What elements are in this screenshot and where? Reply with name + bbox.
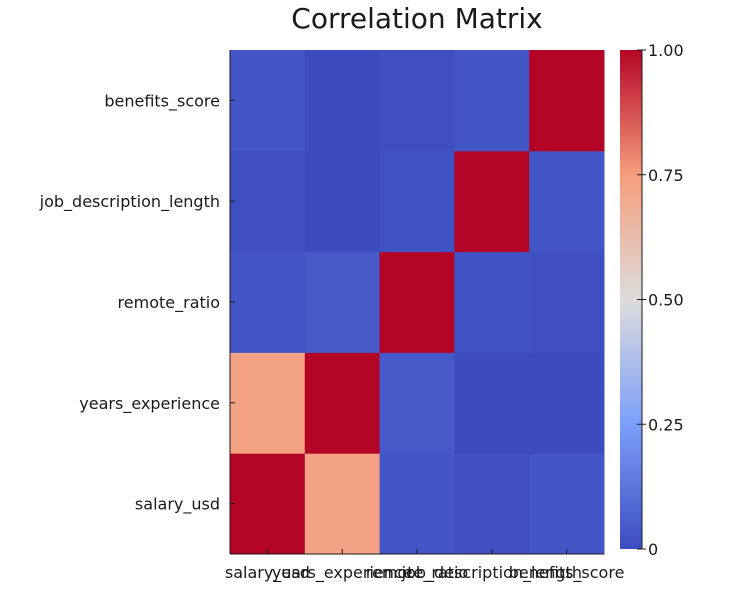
colorbar-tick-label: 0.25 [648,415,684,434]
heatmap-cells [230,50,605,555]
heatmap-cell-remote_ratio-years_experience [304,251,381,353]
x-tick-labels: salary_usdyears_experienceremote_ratiojo… [225,563,625,583]
heatmap-cell-years_experience-job_description_length [454,352,530,454]
chart-title: Correlation Matrix [291,2,542,35]
heatmap-cell-benefits_score-years_experience [304,50,381,152]
heatmap-cell-salary_usd-salary_usd [230,453,306,555]
colorbar: 0 0.25 0.50 0.75 1.00 [620,41,684,559]
x-tick-label-benefits_score: benefits_score [509,563,625,583]
colorbar-tick-label: 0 [648,540,658,559]
heatmap-cell-job_description_length-remote_ratio [379,150,455,253]
heatmap-cell-years_experience-years_experience [304,352,381,454]
heatmap-cell-job_description_length-benefits_score [529,150,605,253]
y-tick-label-remote_ratio: remote_ratio [118,293,220,313]
colorbar-gradient [620,50,642,549]
y-tick-label-salary_usd: salary_usd [135,495,220,515]
y-tick-labels: salary_usd years_experience remote_ratio jo… [39,91,220,514]
heatmap-cell-job_description_length-years_experience [304,150,381,253]
heatmap-cell-salary_usd-remote_ratio [379,453,455,555]
y-tick-label-benefits_score: benefits_score [104,91,220,111]
heatmap-cell-salary_usd-job_description_length [454,453,530,555]
heatmap-cell-job_description_length-salary_usd [230,150,306,253]
colorbar-tick-label: 0.75 [648,166,684,185]
x-tick-label-salary_usd: salary_usd [225,563,310,583]
y-tick-label-years_experience: years_experience [79,394,220,414]
heatmap-cell-years_experience-benefits_score [529,352,605,454]
x-tick-label-job_description_length: job_description_length [401,563,582,583]
x-tick-label-years_experience: years_experience [272,563,413,583]
colorbar-tick-label: 1.00 [648,41,684,60]
x-tick-label-remote_ratio: remote_ratio [366,563,468,583]
heatmap-cell-benefits_score-job_description_length [454,50,530,152]
heatmap-cell-job_description_length-job_description_length [454,150,530,253]
heatmap-cell-benefits_score-salary_usd [230,50,306,152]
heatmap-cell-years_experience-salary_usd [230,352,306,454]
y-tick-label-job_description_length: job_description_length [39,192,220,212]
heatmap-cell-years_experience-remote_ratio [379,352,455,454]
heatmap-cell-benefits_score-benefits_score [529,50,605,152]
heatmap-cell-salary_usd-benefits_score [529,453,605,555]
heatmap-cell-remote_ratio-job_description_length [454,251,530,353]
heatmap-cell-remote_ratio-benefits_score [529,251,605,353]
heatmap-cell-salary_usd-years_experience [304,453,381,555]
axes [229,50,604,555]
heatmap-cell-benefits_score-remote_ratio [379,50,455,152]
heatmap-cell-remote_ratio-salary_usd [230,251,306,353]
colorbar-tick-label: 0.50 [648,291,684,310]
heatmap-cell-remote_ratio-remote_ratio [379,251,455,353]
